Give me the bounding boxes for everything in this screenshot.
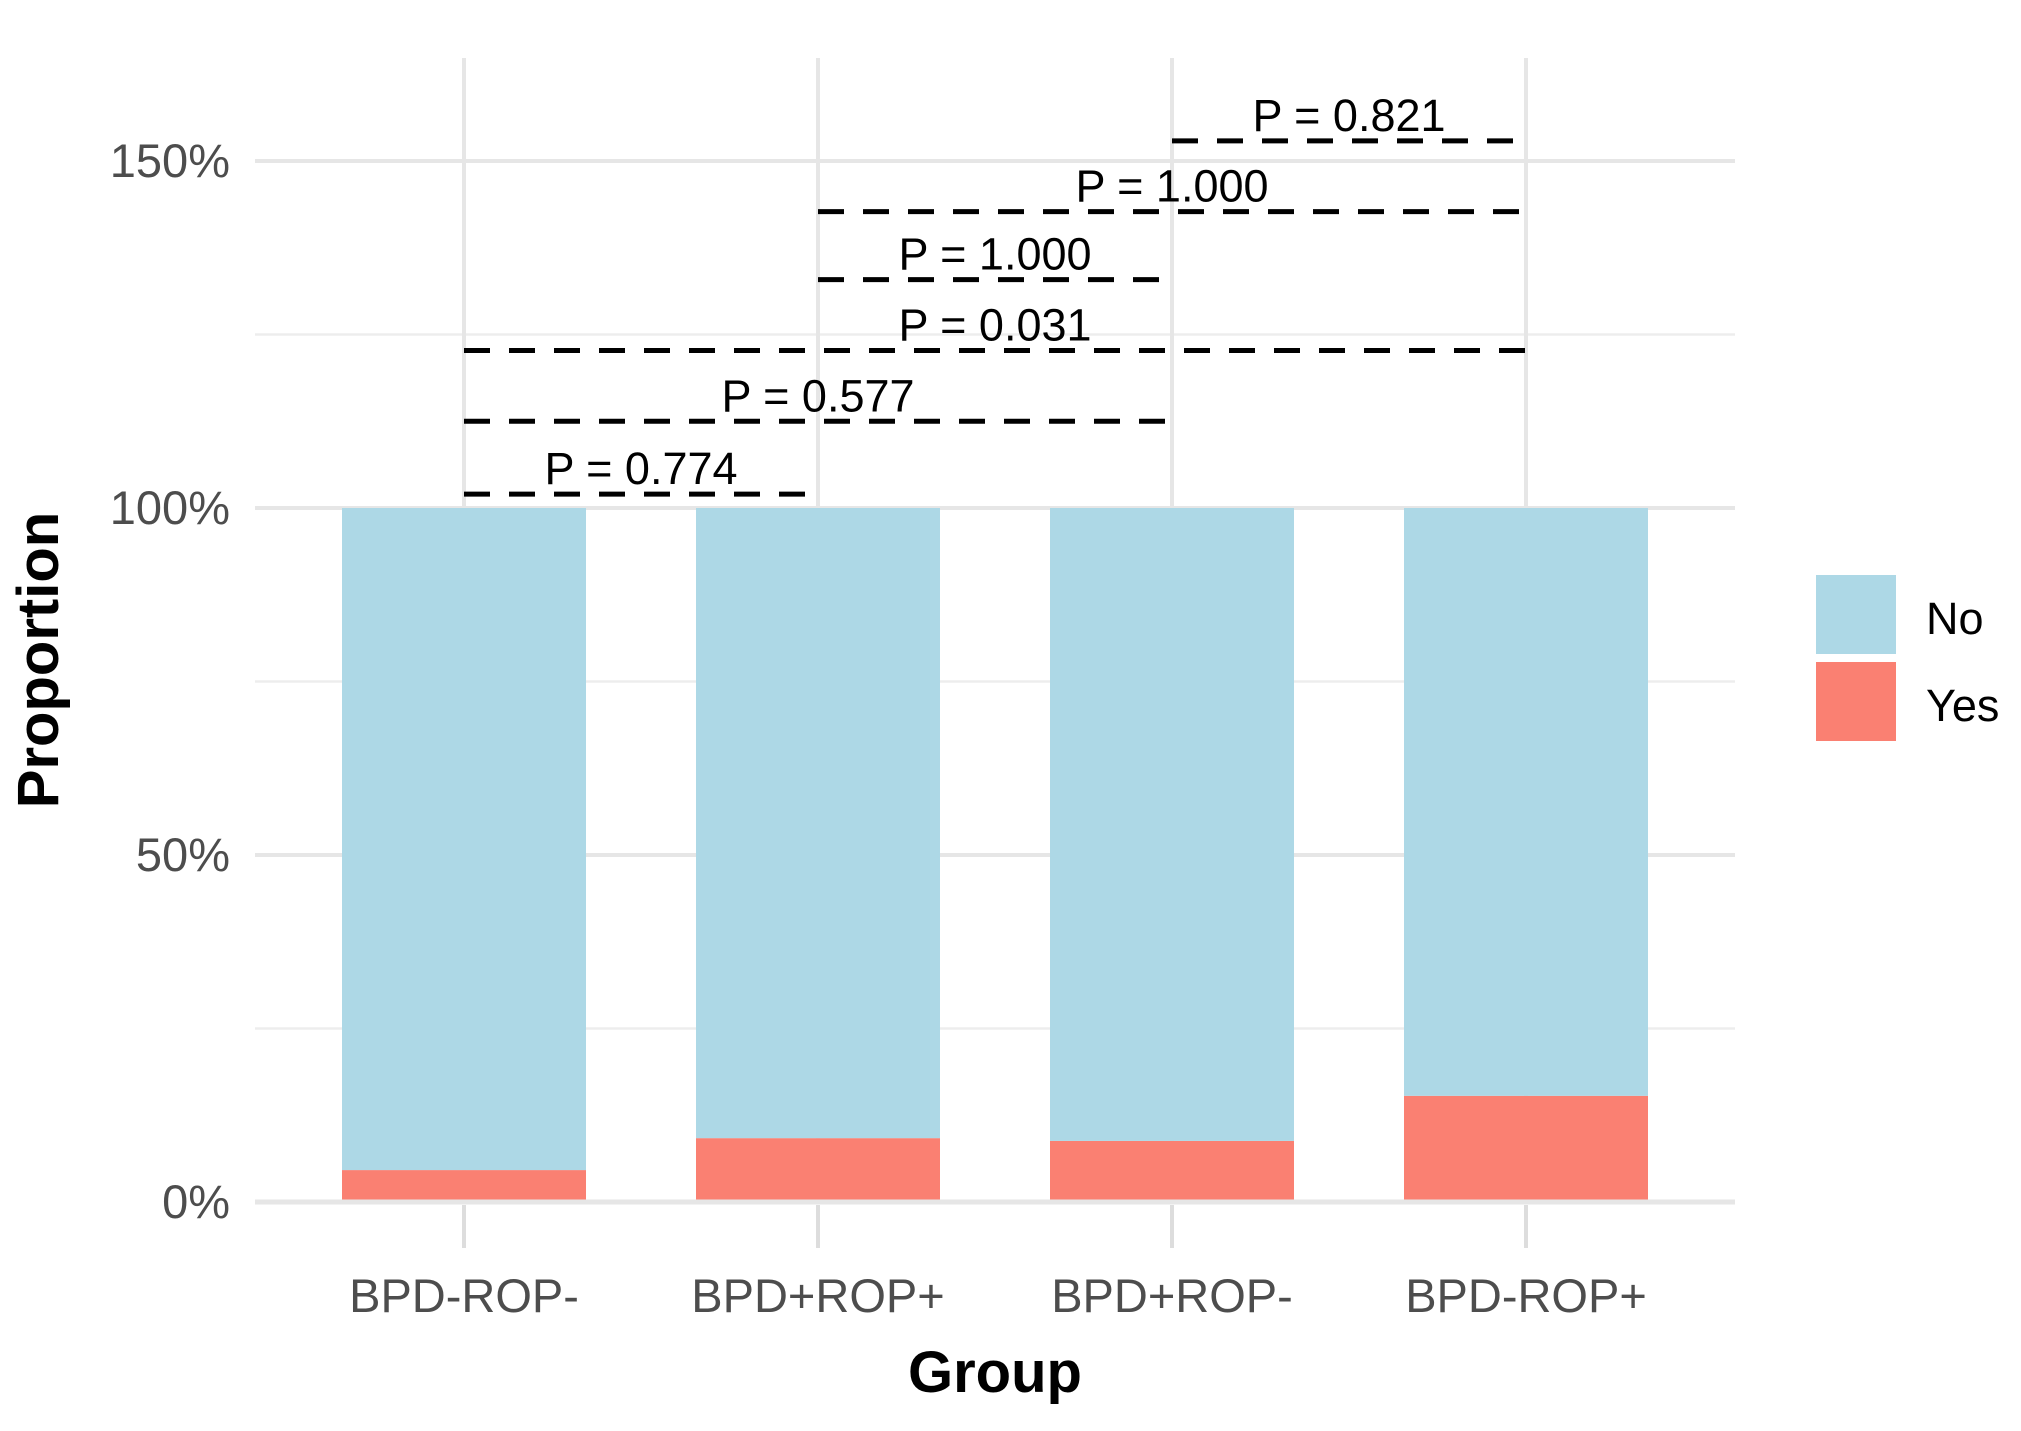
bar-segment-no [1050, 508, 1294, 1141]
p-value-label: P = 0.577 [721, 370, 914, 421]
legend-label-no: No [1926, 593, 1984, 644]
y-tick-label: 0% [162, 1175, 230, 1228]
bar-segment-no [1404, 508, 1648, 1096]
y-tick-label: 50% [136, 828, 230, 881]
legend-swatch-yes [1816, 662, 1896, 741]
x-category-label: BPD-ROP+ [1405, 1269, 1647, 1322]
x-category-label: BPD+ROP+ [691, 1269, 944, 1322]
y-tick-label: 100% [110, 481, 230, 534]
bar-segment-yes [1050, 1140, 1294, 1202]
y-tick-label: 150% [110, 134, 230, 187]
x-category-label: BPD-ROP- [349, 1269, 579, 1322]
axes-layer: 0% 50% 100% 150% BPD-ROP- BPD+ROP+ BPD+ROP- BPD… [110, 134, 1735, 1322]
y-axis-title: Proportion [6, 512, 71, 808]
bar-segment-yes [342, 1170, 586, 1202]
bar-segment-no [342, 508, 586, 1171]
p-value-label: P = 0.821 [1252, 90, 1445, 141]
p-value-label: P = 0.031 [898, 299, 1091, 350]
legend: No Yes [1816, 575, 1999, 741]
x-axis-title: Group [908, 1340, 1082, 1405]
bar-segment-yes [696, 1138, 940, 1202]
bars-layer [342, 508, 1648, 1202]
bar-segment-yes [1404, 1095, 1648, 1202]
p-value-label: P = 1.000 [898, 229, 1091, 280]
x-category-label: BPD+ROP- [1051, 1269, 1293, 1322]
p-value-label: P = 1.000 [1075, 161, 1268, 212]
legend-label-yes: Yes [1926, 680, 1999, 731]
bar-segment-no [696, 508, 940, 1139]
pvalue-brackets-layer: P = 0.774 P = 0.577 P = 0.031 P = 1.000 P = … [464, 90, 1526, 497]
legend-swatch-no [1816, 575, 1896, 654]
p-value-label: P = 0.774 [544, 443, 737, 494]
